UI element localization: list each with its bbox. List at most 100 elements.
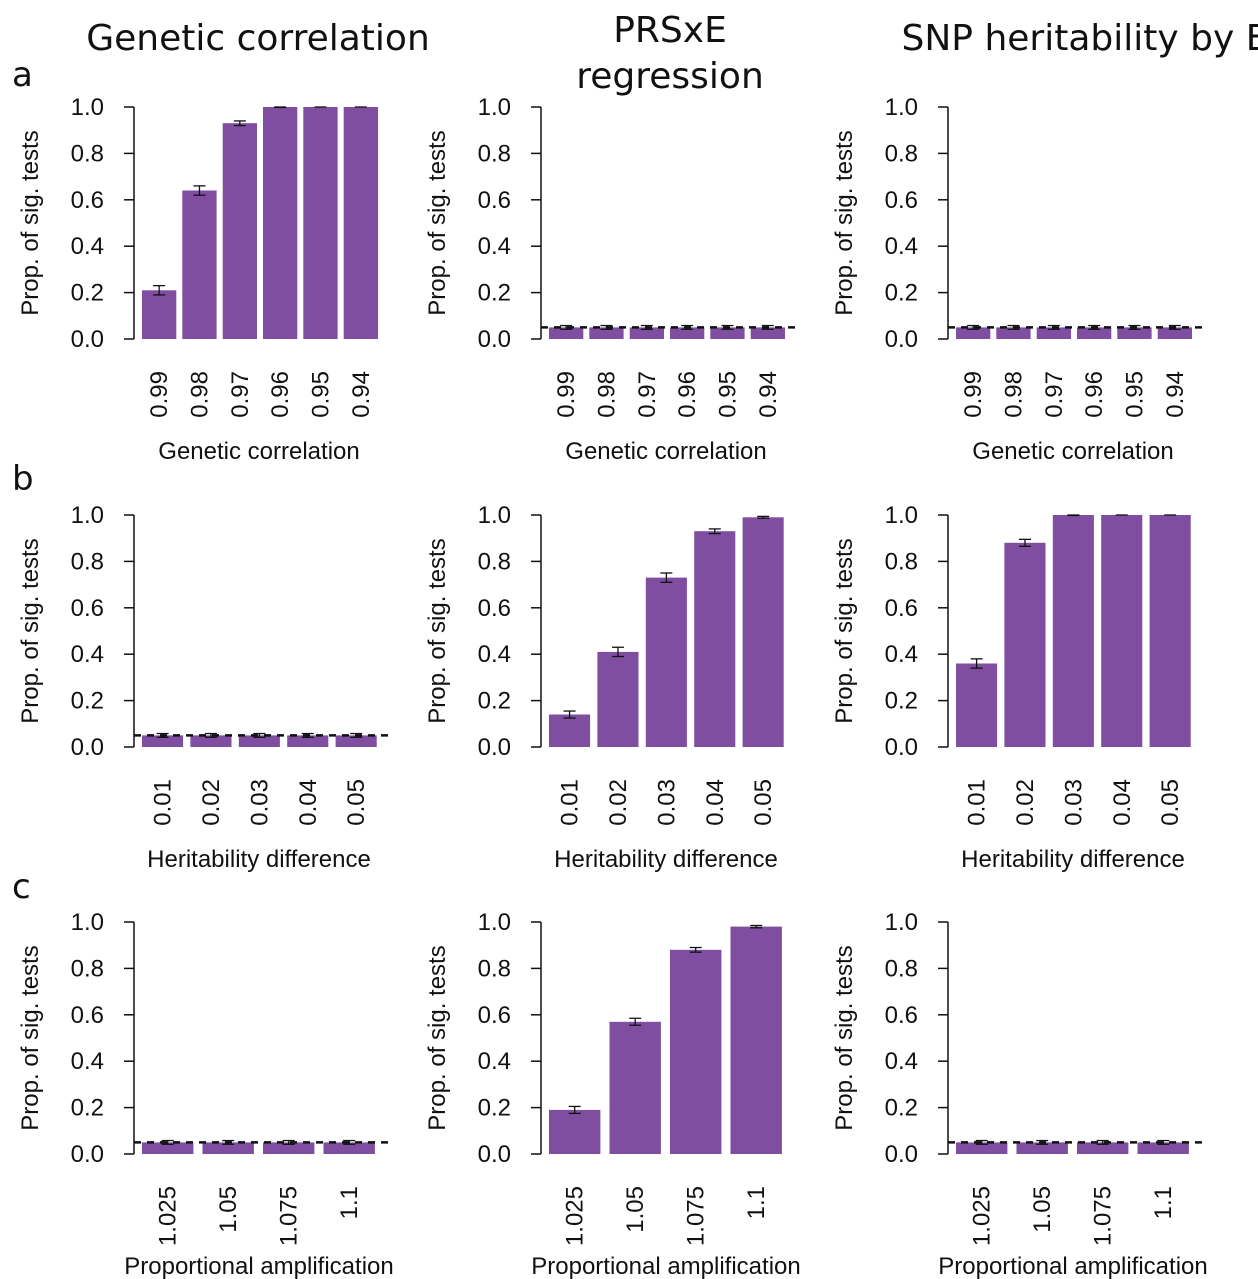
- x-tick-label: 1.1: [336, 1186, 363, 1219]
- x-tick-label: 1.1: [743, 1186, 770, 1219]
- x-tick-label: 0.02: [1012, 779, 1039, 826]
- y-tick-label: 0.6: [71, 1002, 104, 1029]
- x-axis-title: Proportional amplification: [938, 1253, 1207, 1279]
- x-tick-label: 0.03: [653, 779, 680, 826]
- y-tick-label: 0.4: [71, 1048, 104, 1075]
- y-axis-title: Prop. of sig. tests: [424, 130, 451, 315]
- bar: [1077, 327, 1112, 339]
- x-tick-label: 0.97: [227, 371, 254, 418]
- y-tick-label: 1.0: [71, 502, 104, 529]
- bar: [1117, 327, 1152, 339]
- x-tick-label: 1.05: [215, 1186, 242, 1233]
- y-axis-title: Prop. of sig. tests: [831, 538, 858, 723]
- bar: [710, 327, 745, 339]
- y-tick-label: 0.4: [885, 233, 918, 260]
- y-tick-label: 0.2: [885, 1095, 918, 1122]
- y-tick-label: 1.0: [885, 909, 918, 936]
- bar: [238, 735, 280, 747]
- y-tick-label: 0.2: [71, 280, 104, 307]
- y-tick-label: 1.0: [71, 94, 104, 121]
- y-tick-label: 0.4: [478, 1048, 511, 1075]
- y-axis-title: Prop. of sig. tests: [424, 538, 451, 723]
- x-tick-label: 0.96: [1081, 371, 1108, 418]
- bar: [1016, 1142, 1068, 1154]
- x-axis-title: Heritability difference: [147, 846, 371, 873]
- x-tick-label: 1.1: [1150, 1186, 1177, 1219]
- bar: [263, 107, 298, 339]
- bar: [549, 1109, 601, 1154]
- x-axis-title: Proportional amplification: [531, 1253, 800, 1279]
- y-tick-label: 0.0: [478, 326, 511, 353]
- bar: [694, 531, 736, 747]
- bar: [142, 290, 177, 339]
- x-tick-label: 0.04: [1109, 779, 1136, 826]
- row-labels: a b c: [12, 55, 34, 907]
- y-axis-title: Prop. of sig. tests: [424, 945, 451, 1130]
- x-tick-label: 0.97: [1041, 371, 1068, 418]
- y-tick-label: 0.6: [478, 1002, 511, 1029]
- y-tick-label: 0.2: [885, 280, 918, 307]
- bar: [730, 926, 782, 1154]
- bar: [222, 123, 257, 339]
- bar: [323, 1142, 375, 1154]
- bar: [750, 327, 785, 339]
- y-tick-label: 0.6: [478, 595, 511, 622]
- y-tick-label: 0.0: [71, 326, 104, 353]
- bar: [549, 714, 591, 747]
- y-tick-label: 0.2: [885, 688, 918, 715]
- x-axis-title: Genetic correlation: [972, 438, 1173, 465]
- x-tick-label: 0.04: [702, 779, 729, 826]
- x-tick-label: 0.98: [186, 371, 213, 418]
- bar: [1157, 327, 1192, 339]
- bar: [956, 327, 991, 339]
- row-label-a: a: [12, 55, 33, 95]
- y-axis-title: Prop. of sig. tests: [831, 130, 858, 315]
- x-axis-title: Heritability difference: [554, 846, 778, 873]
- chart-panel-a-prsxe: 0.0 0.2 0.4 0.6 0.8 1.0 Prop. of sig. tests 0.9…: [424, 94, 799, 465]
- bar: [343, 107, 378, 339]
- y-tick-label: 0.8: [885, 140, 918, 167]
- bar: [202, 1142, 254, 1154]
- bar: [303, 107, 338, 339]
- chart-panel-b-snp-heritability: 0.0 0.2 0.4 0.6 0.8 1.0 Prop. of sig. tests 0.0…: [831, 502, 1191, 873]
- x-tick-label: 1.05: [1029, 1186, 1056, 1233]
- x-tick-label: 0.95: [714, 371, 741, 418]
- x-tick-label: 0.03: [246, 779, 273, 826]
- y-tick-label: 0.8: [71, 548, 104, 575]
- x-tick-label: 0.99: [146, 371, 173, 418]
- bar: [1077, 1142, 1129, 1154]
- bar: [1004, 542, 1046, 747]
- y-tick-label: 0.6: [885, 595, 918, 622]
- x-tick-label: 0.94: [1162, 371, 1189, 418]
- y-tick-label: 0.0: [71, 1141, 104, 1168]
- bar: [996, 327, 1031, 339]
- y-tick-label: 0.4: [885, 641, 918, 668]
- x-tick-label: 0.99: [960, 371, 987, 418]
- y-tick-label: 0.2: [478, 1095, 511, 1122]
- bar: [589, 327, 624, 339]
- y-tick-label: 0.2: [71, 688, 104, 715]
- x-tick-label: 0.94: [348, 371, 375, 418]
- bar: [263, 1142, 315, 1154]
- x-tick-label: 1.025: [562, 1186, 589, 1246]
- x-tick-label: 0.01: [150, 779, 177, 826]
- y-tick-label: 0.8: [478, 955, 511, 982]
- y-tick-label: 0.8: [478, 140, 511, 167]
- bar: [1101, 515, 1143, 747]
- x-axis-title: Proportional amplification: [124, 1253, 393, 1279]
- y-tick-label: 0.2: [478, 688, 511, 715]
- y-tick-label: 0.2: [478, 280, 511, 307]
- bar: [742, 517, 784, 747]
- chart-panel-a-snp-heritability: 0.0 0.2 0.4 0.6 0.8 1.0 Prop. of sig. tests 0.9…: [831, 94, 1206, 465]
- x-tick-label: 0.97: [634, 371, 661, 418]
- y-axis-title: Prop. of sig. tests: [831, 945, 858, 1130]
- y-tick-label: 0.8: [71, 140, 104, 167]
- y-axis-title: Prop. of sig. tests: [17, 945, 44, 1130]
- y-tick-label: 0.6: [885, 1002, 918, 1029]
- x-tick-label: 0.03: [1060, 779, 1087, 826]
- x-tick-label: 0.04: [295, 779, 322, 826]
- chart-panel-c-prsxe: 0.0 0.2 0.4 0.6 0.8 1.0 Prop. of sig. tests 1.0…: [424, 909, 801, 1279]
- bar: [182, 190, 217, 339]
- bar: [956, 1142, 1008, 1154]
- row-label-c: c: [12, 867, 31, 907]
